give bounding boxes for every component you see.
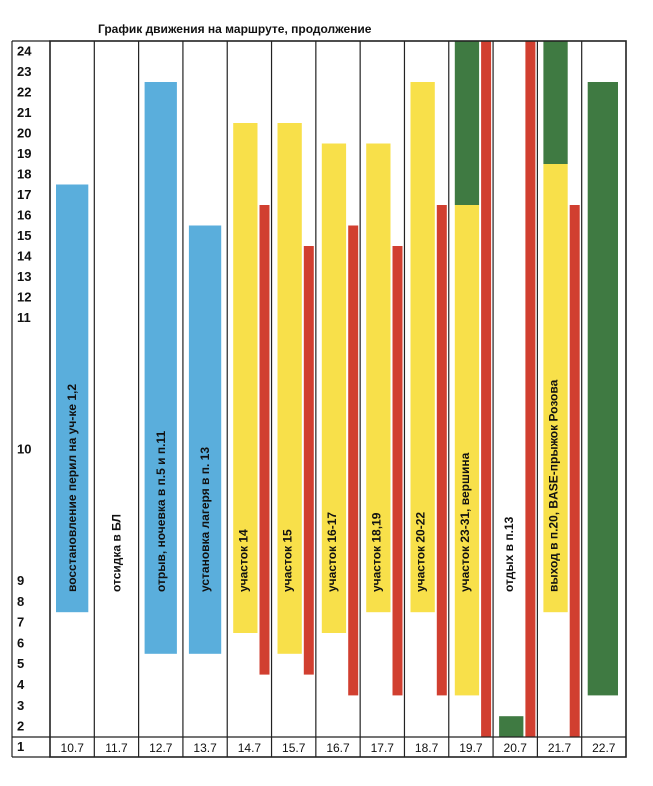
segment-15.7-yellow	[277, 123, 302, 654]
y-tick-label: 10	[17, 441, 31, 456]
segment-21.7-yellow	[543, 164, 568, 613]
y-tick-label: 14	[17, 248, 32, 263]
y-tick-label: 22	[17, 84, 31, 99]
segment-15.7-red	[303, 246, 314, 675]
y-tick-label: 7	[17, 615, 24, 630]
date-label: 14.7	[238, 741, 262, 755]
date-label: 13.7	[193, 741, 217, 755]
y-tick-label: 20	[17, 125, 31, 140]
y-tick-label: 3	[17, 698, 24, 713]
activity-label: участок 14	[236, 529, 250, 592]
activity-label: восстановление перил на уч-ке 1,2	[65, 384, 79, 592]
activity-label: установка лагеря в п. 13	[198, 447, 212, 592]
y-tick-label: 24	[17, 43, 32, 58]
segment-13.7-blue	[188, 225, 222, 654]
y-tick-label: 19	[17, 146, 31, 161]
segment-14.7-red	[259, 205, 270, 675]
y-tick-label: 11	[17, 310, 31, 325]
y-tick-label: 9	[17, 573, 24, 588]
date-label: 22.7	[592, 741, 616, 755]
date-label: 21.7	[548, 741, 572, 755]
y-tick-label: 6	[17, 635, 24, 650]
y-tick-label: 13	[17, 269, 31, 284]
activity-label: участок 20-22	[414, 512, 428, 592]
activity-label: выход в п.20, BASE-прыжок Розова	[547, 379, 561, 592]
activity-label: отдых в п.13	[502, 516, 516, 592]
segment-19.7-red	[481, 41, 492, 737]
segment-21.7-green	[543, 41, 568, 164]
segment-22.7-green	[587, 82, 618, 696]
chart-title: График движения на маршруте, продолжение	[98, 22, 372, 36]
activity-label: участок 23-31, вершина	[458, 452, 472, 592]
labels-layer: 1234567891011121314151617181920212223241…	[17, 43, 616, 755]
y-tick-label: 23	[17, 64, 31, 79]
bars-layer	[56, 41, 618, 737]
y-tick-label: 8	[17, 594, 24, 609]
date-label: 15.7	[282, 741, 306, 755]
date-label: 10.7	[61, 741, 85, 755]
y-tick-label: 16	[17, 207, 31, 222]
date-label: 18.7	[415, 741, 439, 755]
segment-17.7-red	[392, 246, 403, 696]
date-label: 19.7	[459, 741, 483, 755]
y-tick-label: 2	[17, 719, 24, 734]
date-label: 17.7	[371, 741, 395, 755]
y-tick-label: 5	[17, 656, 24, 671]
segment-16.7-yellow	[321, 143, 347, 633]
activity-label: участок 16-17	[325, 512, 339, 592]
date-label: 16.7	[326, 741, 350, 755]
segment-12.7-blue	[144, 82, 177, 654]
date-label: 12.7	[149, 741, 173, 755]
segment-18.7-yellow	[410, 82, 435, 613]
activity-label: отсидка в БЛ	[110, 514, 124, 592]
segment-18.7-red	[436, 205, 447, 696]
chart-frame	[49, 40, 627, 758]
y-tick-label: 1	[17, 739, 24, 754]
y-tick-label: 4	[17, 677, 25, 692]
activity-label: участок 18,19	[369, 512, 383, 592]
y-tick-label: 12	[17, 289, 31, 304]
segment-21.7-red	[569, 205, 580, 737]
segment-14.7-yellow	[233, 123, 258, 633]
date-label: 20.7	[504, 741, 528, 755]
segment-20.7-green	[499, 716, 524, 737]
date-label: 11.7	[105, 741, 128, 755]
segment-20.7-red	[525, 41, 536, 737]
segment-19.7-yellow	[454, 205, 480, 696]
grid-layer	[11, 40, 627, 758]
y-tick-label: 18	[17, 166, 31, 181]
segment-16.7-red	[348, 225, 359, 696]
y-tick-label: 15	[17, 228, 31, 243]
y-tick-label: 21	[17, 105, 31, 120]
activity-label: отрыв, ночевка в п.5 и п.11	[154, 431, 168, 592]
segment-17.7-yellow	[366, 143, 391, 613]
activity-label: участок 15	[281, 529, 295, 592]
segment-10.7-blue	[56, 184, 89, 613]
segment-19.7-green	[454, 41, 480, 205]
y-tick-label: 17	[17, 187, 31, 202]
